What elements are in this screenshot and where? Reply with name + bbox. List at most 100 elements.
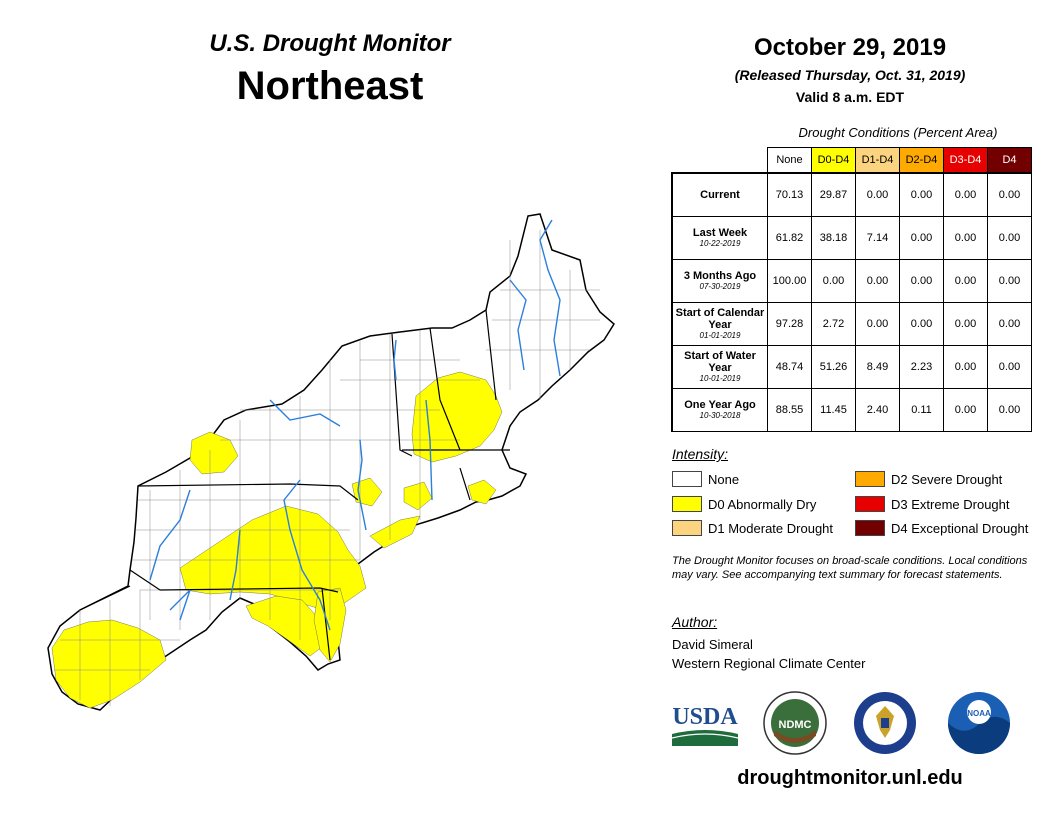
- legend-label: None: [708, 471, 740, 487]
- cell-value: 7.14: [855, 216, 900, 260]
- cell-value: 38.18: [811, 216, 856, 260]
- row-date: 10-22-2019: [699, 239, 741, 248]
- legend-label: D3 Extreme Drought: [891, 496, 1010, 512]
- cell-value: 100.00: [767, 259, 812, 303]
- row-label-text: One Year Ago: [684, 399, 756, 411]
- legend-label: D0 Abnormally Dry: [708, 496, 817, 512]
- commerce-seal-logo: [854, 692, 916, 754]
- stats-row: Current 70.13 29.87 0.00 0.00 0.00 0.00: [671, 172, 1032, 217]
- cell-value: 0.00: [987, 216, 1032, 260]
- cell-value: 0.00: [943, 388, 988, 432]
- cell-value: 0.00: [943, 172, 988, 217]
- cell-value: 0.00: [987, 388, 1032, 432]
- cell-value: 0.00: [855, 302, 900, 346]
- usda-logo-text: USDA: [672, 704, 738, 730]
- cell-value: 11.45: [811, 388, 856, 432]
- row-date: 10-30-2018: [699, 411, 741, 420]
- valid-time: Valid 8 a.m. EDT: [795, 89, 905, 105]
- cell-value: 70.13: [767, 172, 812, 217]
- cell-value: 0.00: [943, 302, 988, 346]
- row-label: Start of Water Year 10-01-2019: [671, 345, 768, 389]
- noaa-logo: NOAA: [948, 692, 1010, 754]
- legend-swatch: [672, 520, 702, 536]
- cell-value: 2.40: [855, 388, 900, 432]
- legend-swatch: [855, 520, 885, 536]
- cell-value: 0.00: [899, 259, 944, 303]
- row-label-text: Last Week: [692, 227, 748, 239]
- row-date: 07-30-2019: [699, 282, 741, 291]
- legend-swatch: [855, 471, 885, 487]
- monitor-title: U.S. Drought Monitor: [209, 30, 451, 57]
- stats-row: Start of Water Year 10-01-2019 48.74 51.26 8…: [671, 345, 1032, 389]
- legend-item-d4: D4 Exceptional Drought: [855, 519, 1028, 537]
- stats-row: Start of Calendar Year 01-01-2019 97.28 2.7…: [671, 302, 1032, 346]
- map-date: October 29, 2019: [753, 34, 947, 61]
- col-header: D1-D4: [855, 147, 900, 174]
- row-label: Start of Calendar Year 01-01-2019: [671, 302, 768, 346]
- row-label-text: Current: [700, 189, 740, 201]
- cell-value: 0.00: [855, 259, 900, 303]
- d0-pennsylvania: [179, 505, 367, 613]
- row-label: 3 Months Ago 07-30-2019: [671, 259, 768, 303]
- author-heading: Author:: [672, 614, 718, 630]
- d0-maryland: [245, 595, 327, 657]
- legend-swatch: [672, 496, 702, 512]
- cell-value: 2.72: [811, 302, 856, 346]
- row-label: One Year Ago 10-30-2018: [671, 388, 768, 432]
- d0-western-ny: [189, 431, 239, 475]
- release-date: (Released Thursday, Oct. 31, 2019): [734, 67, 966, 83]
- d0-ct-river: [403, 481, 433, 511]
- legend-item-d0: D0 Abnormally Dry: [672, 495, 816, 513]
- author-name: David Simeral: [672, 637, 753, 652]
- legend-label: D4 Exceptional Drought: [891, 520, 1029, 536]
- cell-value: 8.49: [855, 345, 900, 389]
- legend-item-d3: D3 Extreme Drought: [855, 495, 1010, 513]
- cell-value: 0.00: [855, 172, 900, 217]
- cell-value: 0.00: [899, 302, 944, 346]
- stats-row: 3 Months Ago 07-30-2019 100.00 0.00 0.00 0.00…: [671, 259, 1032, 303]
- legend-swatch: [672, 471, 702, 487]
- row-label-text: Start of Water Year: [684, 350, 756, 374]
- author-org: Western Regional Climate Center: [672, 656, 866, 671]
- row-date: 01-01-2019: [699, 331, 741, 340]
- col-header: None: [767, 147, 812, 174]
- cell-value: 0.11: [899, 388, 944, 432]
- cell-value: 0.00: [943, 345, 988, 389]
- cell-value: 0.00: [987, 172, 1032, 217]
- rivers: [149, 219, 561, 631]
- col-header: D3-D4: [943, 147, 988, 174]
- noaa-logo-text: NOAA: [967, 709, 991, 718]
- col-header: D4: [987, 147, 1032, 174]
- website-url: droughtmonitor.unl.edu: [737, 767, 963, 789]
- header-corner: [672, 148, 768, 174]
- row-label-text: 3 Months Ago: [683, 270, 757, 282]
- stats-row: One Year Ago 10-30-2018 88.55 11.45 2.40 0.11…: [671, 388, 1032, 432]
- usda-logo: USDA: [672, 704, 738, 746]
- cell-value: 97.28: [767, 302, 812, 346]
- cell-value: 48.74: [767, 345, 812, 389]
- col-header: D2-D4: [899, 147, 944, 174]
- cell-value: 0.00: [899, 172, 944, 217]
- d0-rhode-island: [467, 479, 497, 505]
- col-header: D0-D4: [811, 147, 856, 174]
- cell-value: 2.23: [899, 345, 944, 389]
- region-title: Northeast: [236, 64, 424, 108]
- ndmc-logo: NDMC: [763, 691, 827, 755]
- state-lines: [79, 309, 510, 661]
- row-label: Last Week 10-22-2019: [671, 216, 768, 260]
- d0-long-island: [369, 515, 421, 549]
- cell-value: 0.00: [987, 302, 1032, 346]
- ndmc-logo-text: NDMC: [779, 719, 812, 731]
- legend-swatch: [855, 496, 885, 512]
- legend-item-d2: D2 Severe Drought: [855, 470, 1002, 488]
- cell-value: 0.00: [811, 259, 856, 303]
- cell-value: 0.00: [899, 216, 944, 260]
- legend-item-none: None: [672, 470, 739, 488]
- stats-row: Last Week 10-22-2019 61.82 38.18 7.14 0.00 0.0…: [671, 216, 1032, 260]
- cell-value: 0.00: [987, 259, 1032, 303]
- cell-value: 0.00: [943, 216, 988, 260]
- d0-new-england: [411, 371, 503, 463]
- legend-item-d1: D1 Moderate Drought: [672, 519, 833, 537]
- legend-label: D1 Moderate Drought: [708, 520, 834, 536]
- cell-value: 29.87: [811, 172, 856, 217]
